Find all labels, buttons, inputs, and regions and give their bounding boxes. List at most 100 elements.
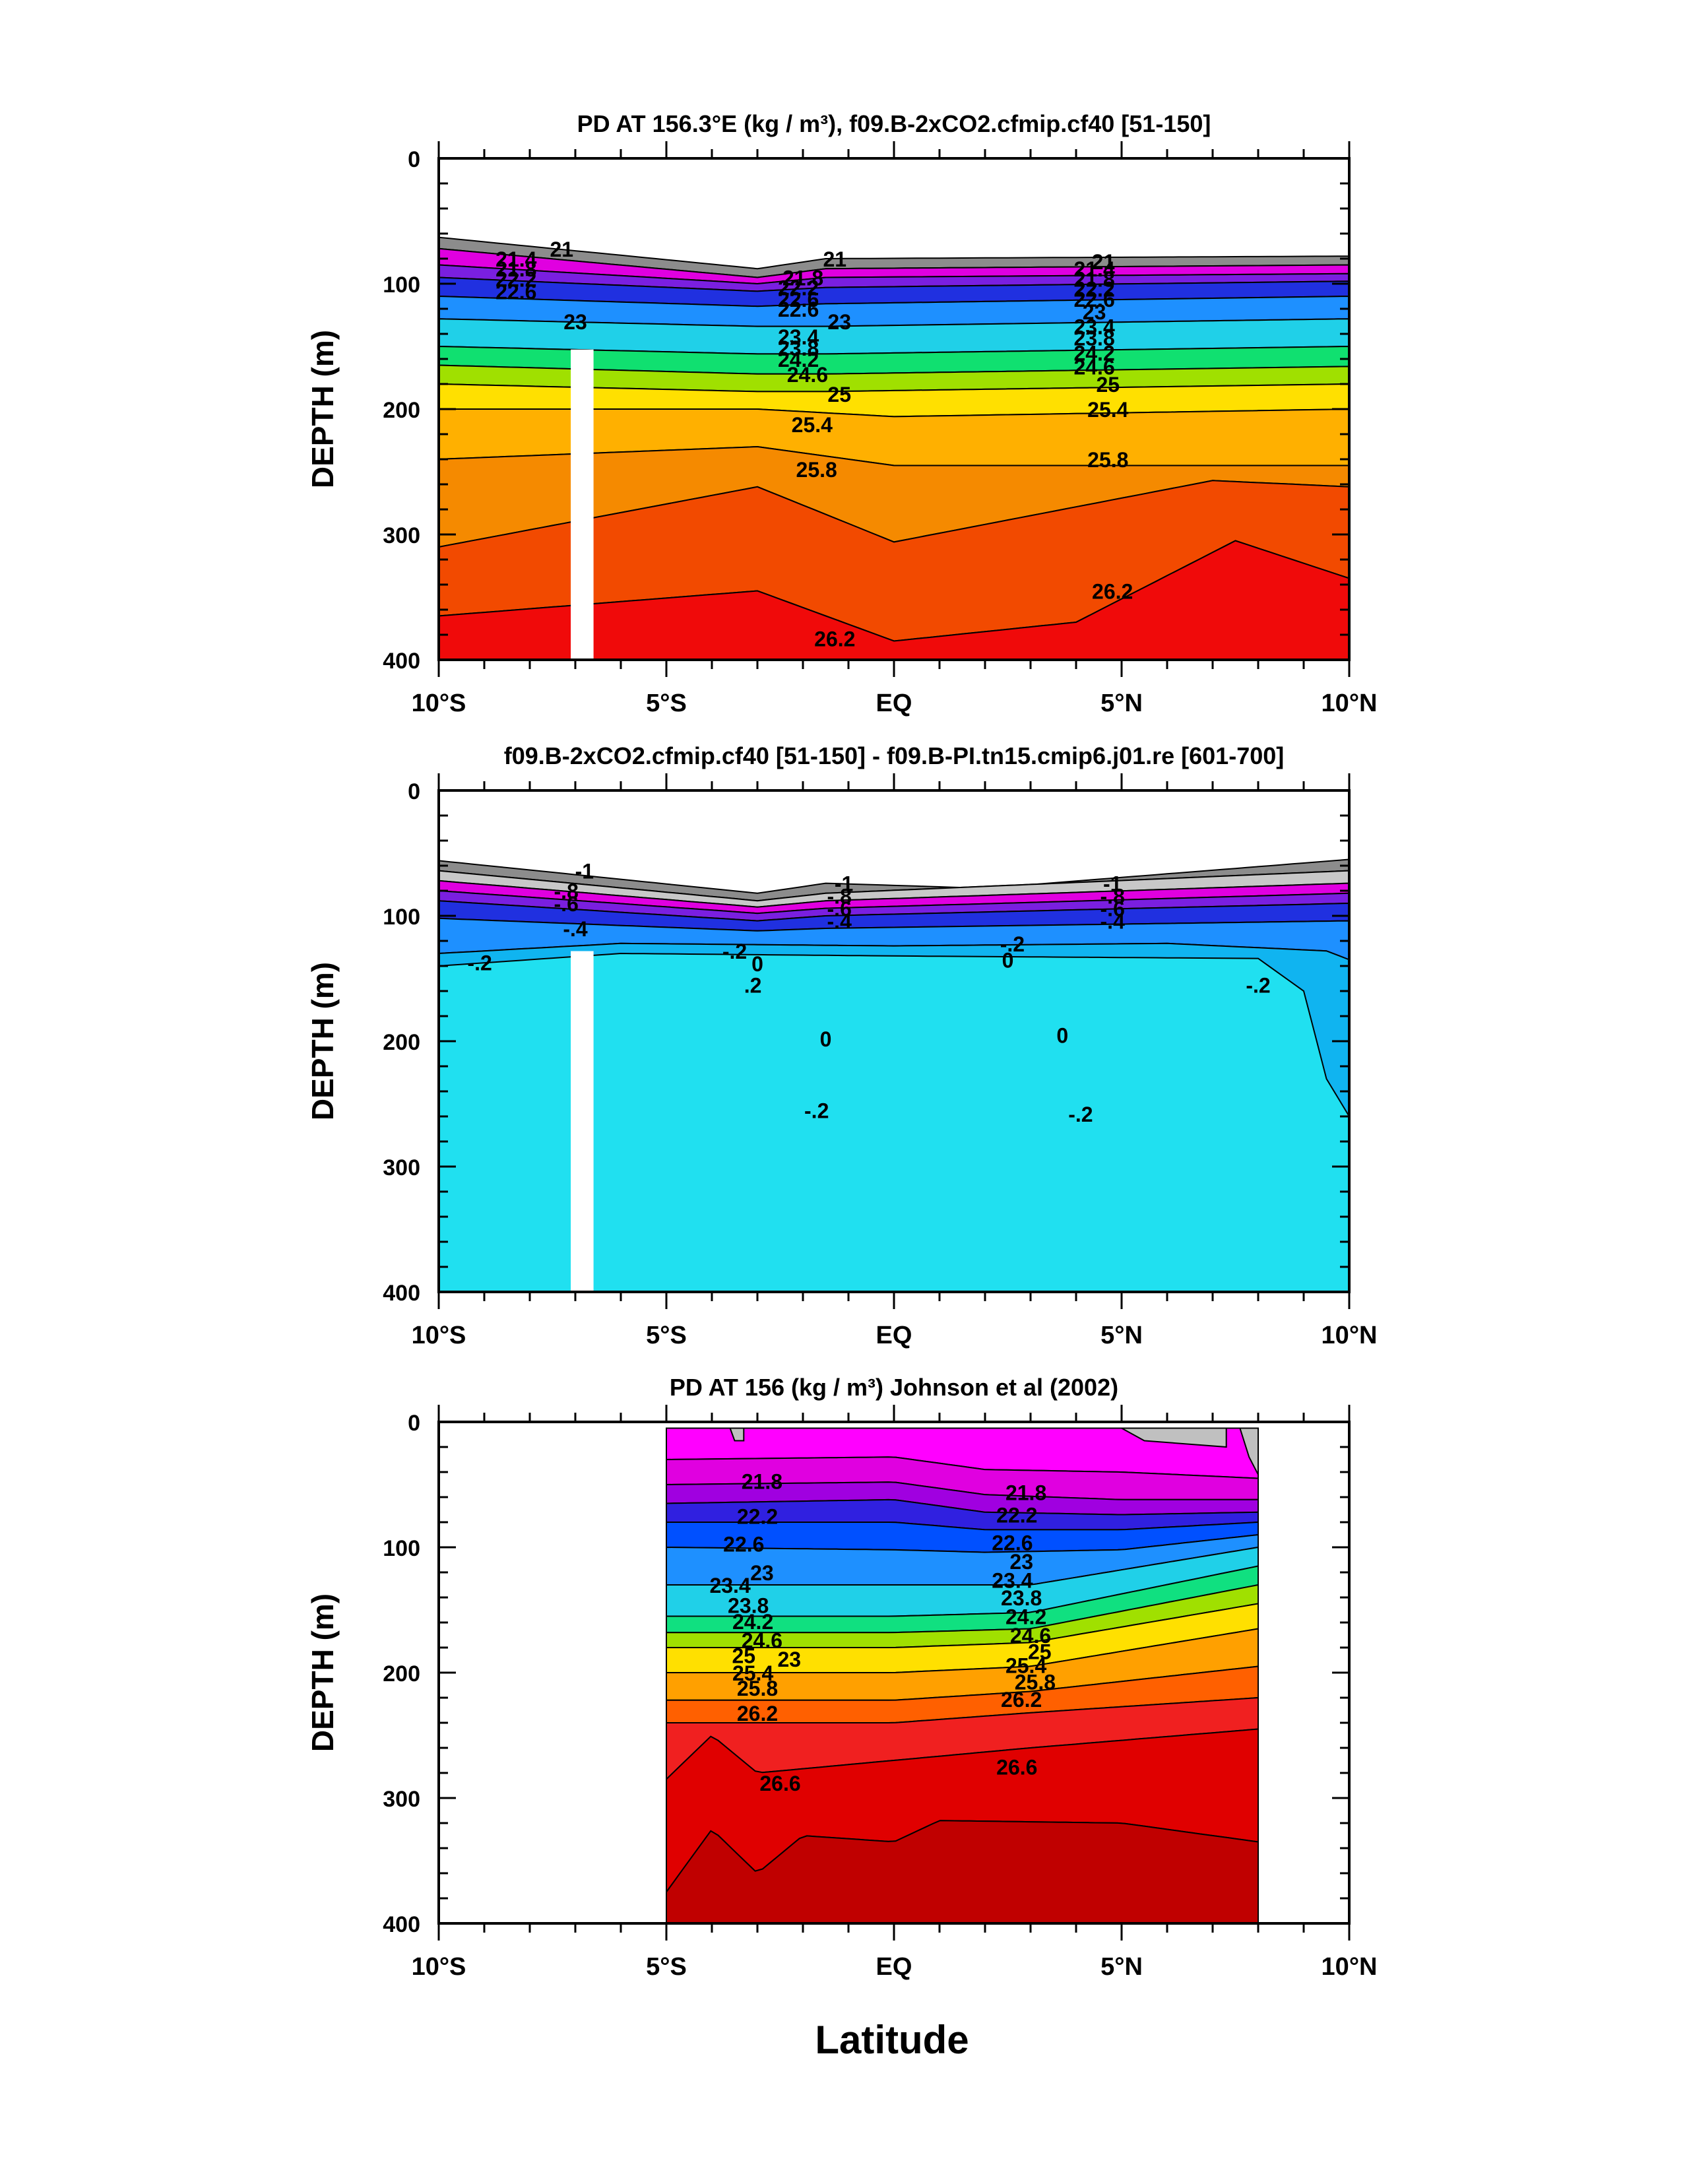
contour-label: 22.2 [996, 1504, 1037, 1527]
masked-column [571, 951, 594, 1292]
contour-label: -.4 [1100, 910, 1126, 934]
x-tick-label: 5°S [646, 690, 687, 717]
contour-label: 23.4 [709, 1574, 750, 1597]
panel-title: PD AT 156.3°E (kg / m³), f09.B-2xCO2.cfm… [577, 110, 1211, 137]
contour-label: 23.4 [992, 1568, 1033, 1592]
contour-label: 23 [778, 1648, 802, 1671]
y-tick-label: 100 [383, 1536, 420, 1561]
contour-label: 25 [732, 1644, 756, 1667]
contour-label: 23 [1009, 1550, 1033, 1574]
contour-label: 22.6 [778, 298, 819, 321]
x-tick-label: 5°N [1100, 690, 1143, 717]
x-tick-label: EQ [876, 1322, 912, 1349]
contour-label: 24.2 [732, 1610, 773, 1634]
y-tick-label: 0 [408, 147, 420, 172]
contour-label: 23 [750, 1561, 774, 1585]
contour-label: 25.8 [737, 1677, 778, 1700]
y-tick-label: 200 [383, 1661, 420, 1686]
contour-label: 26.2 [1092, 580, 1133, 604]
contour-label: 21.4 [1073, 257, 1114, 281]
x-tick-label: 10°N [1322, 1953, 1378, 1981]
contour-label: .2 [744, 974, 762, 998]
contour-label: 26.6 [996, 1756, 1037, 1780]
missing-data-patch [729, 1427, 745, 1442]
contour-label: 23 [827, 310, 851, 334]
x-tick-label: 10°N [1322, 1322, 1378, 1349]
contour-label: -.6 [827, 897, 852, 921]
y-tick-label: 400 [383, 1912, 420, 1937]
y-tick-label: 200 [383, 1030, 420, 1055]
contour-label: 23 [1083, 300, 1106, 324]
contour-label: 24.6 [1010, 1624, 1051, 1648]
contour-label: 21.8 [742, 1469, 782, 1493]
contour-label: 26.2 [814, 627, 855, 651]
contour-label: -.8 [1100, 885, 1125, 909]
contour-label: -.4 [827, 910, 852, 934]
contour-label: -.2 [804, 1099, 829, 1123]
missing-data-patch [1121, 1427, 1227, 1448]
contour-label: 26.6 [759, 1772, 800, 1795]
x-tick-label: 5°N [1100, 1953, 1143, 1981]
contour-label: 0 [751, 952, 763, 976]
x-tick-label: 5°S [646, 1953, 687, 1981]
contour-label: 22.6 [495, 280, 536, 304]
contour-label: 25.4 [1005, 1654, 1046, 1678]
contour-label: -.2 [1068, 1103, 1093, 1126]
contour-label: 23.4 [778, 325, 819, 349]
contour-label: 23.4 [1073, 315, 1114, 339]
contour-label: 21.8 [1005, 1481, 1046, 1504]
contour-label: 25 [1097, 373, 1120, 397]
contour-label: 21 [550, 238, 574, 261]
y-tick-label: 300 [383, 523, 420, 548]
contour-label: -.8 [827, 885, 852, 909]
missing-data-patch [1239, 1427, 1259, 1475]
contour-label: -.8 [554, 880, 579, 903]
contour-label: 22.2 [737, 1505, 778, 1529]
contour-label: 21 [823, 247, 847, 271]
contour-label: 26.2 [737, 1702, 778, 1725]
contour-label: 21 [1092, 250, 1116, 274]
x-axis-label: Latitude [815, 2018, 969, 2062]
y-tick-label: 300 [383, 1155, 420, 1180]
contour-label: 24.2 [1073, 342, 1114, 366]
contour-label: 24.6 [742, 1629, 782, 1653]
contour-label: 25 [1028, 1640, 1052, 1664]
y-axis-label: DEPTH (m) [305, 1593, 340, 1752]
y-tick-label: 100 [383, 273, 420, 298]
masked-column [571, 349, 594, 660]
contour-label: 22.6 [992, 1531, 1033, 1555]
contour-label: 25 [827, 383, 851, 406]
x-tick-label: 10°N [1322, 690, 1378, 717]
contour-label: 25.8 [1015, 1670, 1056, 1694]
panel-title: PD AT 156 (kg / m³) Johnson et al (2002) [670, 1374, 1118, 1401]
contour-label: 23.8 [778, 337, 819, 360]
contour-label: -.2 [722, 940, 747, 963]
contour-label: -.6 [1100, 897, 1125, 921]
contour-label: 25.8 [1087, 448, 1128, 472]
panel-title: f09.B-2xCO2.cfmip.cf40 [51-150] - f09.B-… [504, 742, 1285, 769]
contour-label: 24.6 [1073, 355, 1114, 379]
contour-label: 24.2 [778, 348, 819, 371]
contour-label: 0 [1056, 1024, 1068, 1048]
contour-label: 22.6 [1073, 288, 1114, 311]
contour-label: 25.4 [1087, 398, 1128, 422]
contour-label: -1 [835, 872, 853, 896]
contour-label: 24.2 [1005, 1605, 1046, 1629]
x-tick-label: EQ [876, 1953, 912, 1981]
contour-label: 21.8 [495, 257, 536, 281]
contour-label: -.2 [1000, 932, 1025, 956]
contour-label: 25.4 [732, 1661, 773, 1685]
y-tick-label: 400 [383, 649, 420, 674]
x-tick-label: 10°S [412, 1953, 466, 1981]
contour-label: 25.8 [796, 458, 837, 482]
y-tick-label: 0 [408, 779, 420, 804]
contour-label: 22.6 [723, 1532, 764, 1556]
contour-label: -1 [1103, 872, 1122, 896]
contour-label: -.2 [1246, 974, 1270, 998]
contour-label: 23.8 [728, 1593, 769, 1617]
y-tick-label: 400 [383, 1281, 420, 1306]
x-tick-label: 5°S [646, 1322, 687, 1349]
contour-label: 21.4 [495, 247, 536, 271]
contour-label: 23.8 [1073, 327, 1114, 350]
